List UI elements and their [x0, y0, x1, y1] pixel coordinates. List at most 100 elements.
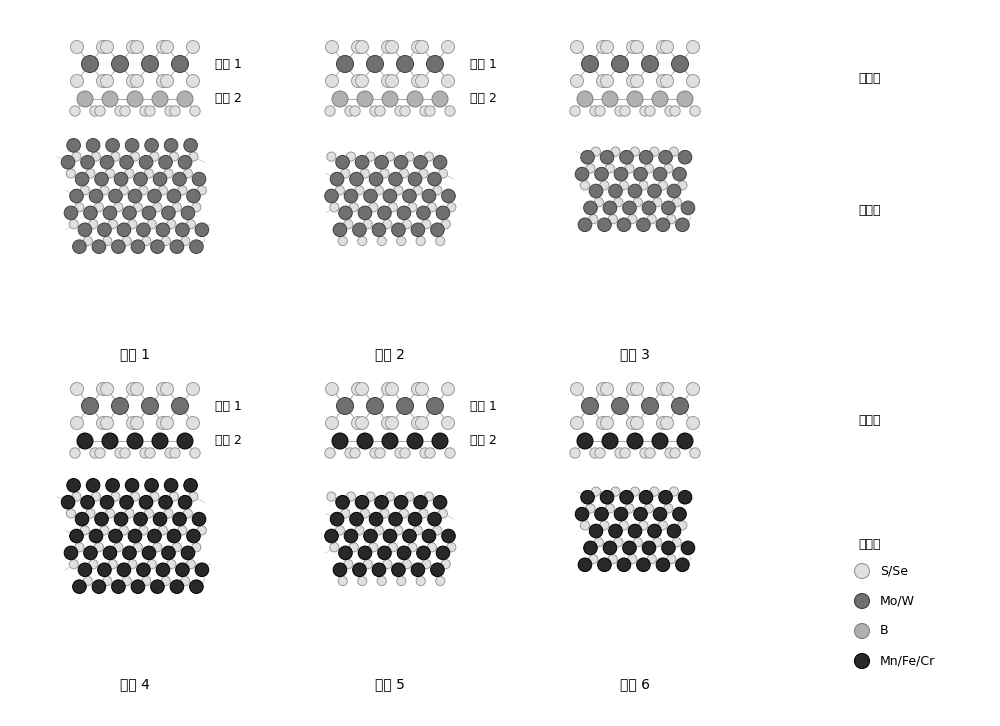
Circle shape: [664, 164, 673, 173]
Circle shape: [580, 521, 589, 530]
Circle shape: [672, 398, 688, 415]
Circle shape: [130, 75, 144, 88]
Circle shape: [644, 164, 653, 173]
Circle shape: [97, 75, 110, 88]
Circle shape: [71, 417, 84, 430]
Circle shape: [341, 509, 350, 518]
Circle shape: [142, 576, 151, 586]
Circle shape: [77, 91, 93, 107]
Circle shape: [345, 106, 355, 116]
Circle shape: [605, 504, 614, 513]
Circle shape: [89, 560, 98, 568]
Circle shape: [128, 560, 137, 568]
Circle shape: [591, 487, 600, 496]
Circle shape: [95, 172, 108, 186]
Circle shape: [75, 203, 84, 212]
Circle shape: [686, 417, 700, 430]
Circle shape: [584, 201, 597, 215]
Circle shape: [72, 152, 81, 161]
Circle shape: [364, 189, 377, 203]
Circle shape: [672, 538, 681, 547]
Circle shape: [91, 152, 100, 161]
Circle shape: [125, 169, 134, 178]
Circle shape: [631, 383, 644, 396]
Circle shape: [187, 189, 200, 203]
Circle shape: [586, 504, 595, 513]
Text: B: B: [880, 624, 889, 637]
Circle shape: [382, 433, 398, 449]
Circle shape: [153, 542, 162, 552]
Circle shape: [97, 417, 110, 430]
Circle shape: [667, 555, 676, 564]
Circle shape: [600, 181, 609, 190]
Text: 堆垫 3: 堆垫 3: [620, 347, 650, 361]
Text: 侧视图: 侧视图: [858, 73, 881, 86]
Circle shape: [89, 189, 103, 203]
Circle shape: [614, 507, 628, 521]
Circle shape: [350, 172, 363, 186]
Circle shape: [197, 526, 206, 535]
Circle shape: [659, 150, 672, 164]
Circle shape: [375, 448, 385, 458]
Circle shape: [357, 433, 373, 449]
Circle shape: [178, 495, 192, 509]
Circle shape: [411, 223, 425, 237]
Circle shape: [642, 541, 656, 555]
Circle shape: [125, 139, 139, 152]
Circle shape: [356, 417, 368, 430]
Circle shape: [678, 521, 687, 530]
Circle shape: [681, 541, 695, 555]
Circle shape: [670, 106, 680, 116]
Circle shape: [600, 491, 614, 504]
Circle shape: [441, 219, 450, 229]
Circle shape: [438, 509, 447, 518]
Circle shape: [78, 563, 92, 576]
Circle shape: [644, 504, 653, 513]
Circle shape: [590, 448, 600, 458]
Circle shape: [656, 41, 670, 54]
Circle shape: [653, 167, 667, 181]
Circle shape: [623, 541, 636, 555]
Circle shape: [164, 139, 178, 152]
Circle shape: [190, 580, 203, 593]
Circle shape: [656, 75, 670, 88]
Circle shape: [183, 169, 192, 178]
Circle shape: [424, 152, 433, 161]
Circle shape: [431, 563, 444, 576]
Circle shape: [441, 383, 454, 396]
Circle shape: [639, 181, 648, 190]
Circle shape: [383, 560, 392, 568]
Circle shape: [664, 504, 673, 513]
Circle shape: [442, 189, 455, 203]
Circle shape: [394, 526, 403, 535]
Circle shape: [586, 164, 595, 173]
Circle shape: [78, 223, 92, 237]
Circle shape: [69, 560, 78, 568]
Circle shape: [441, 560, 450, 568]
Circle shape: [388, 542, 397, 552]
Circle shape: [400, 106, 410, 116]
Circle shape: [144, 509, 153, 518]
Circle shape: [589, 215, 598, 224]
Circle shape: [690, 448, 700, 458]
Circle shape: [378, 546, 391, 560]
Circle shape: [854, 593, 869, 608]
Circle shape: [380, 169, 389, 178]
Circle shape: [417, 546, 430, 560]
Circle shape: [117, 563, 131, 576]
Circle shape: [445, 106, 455, 116]
Circle shape: [173, 513, 186, 526]
Circle shape: [854, 563, 869, 579]
Circle shape: [70, 448, 80, 458]
Circle shape: [66, 169, 75, 178]
Circle shape: [336, 398, 354, 415]
Circle shape: [178, 186, 187, 195]
Circle shape: [615, 106, 625, 116]
Circle shape: [678, 181, 687, 190]
Circle shape: [369, 513, 383, 526]
Circle shape: [160, 383, 174, 396]
Circle shape: [389, 513, 402, 526]
Circle shape: [611, 147, 620, 156]
Circle shape: [326, 41, 338, 54]
Circle shape: [330, 542, 339, 552]
